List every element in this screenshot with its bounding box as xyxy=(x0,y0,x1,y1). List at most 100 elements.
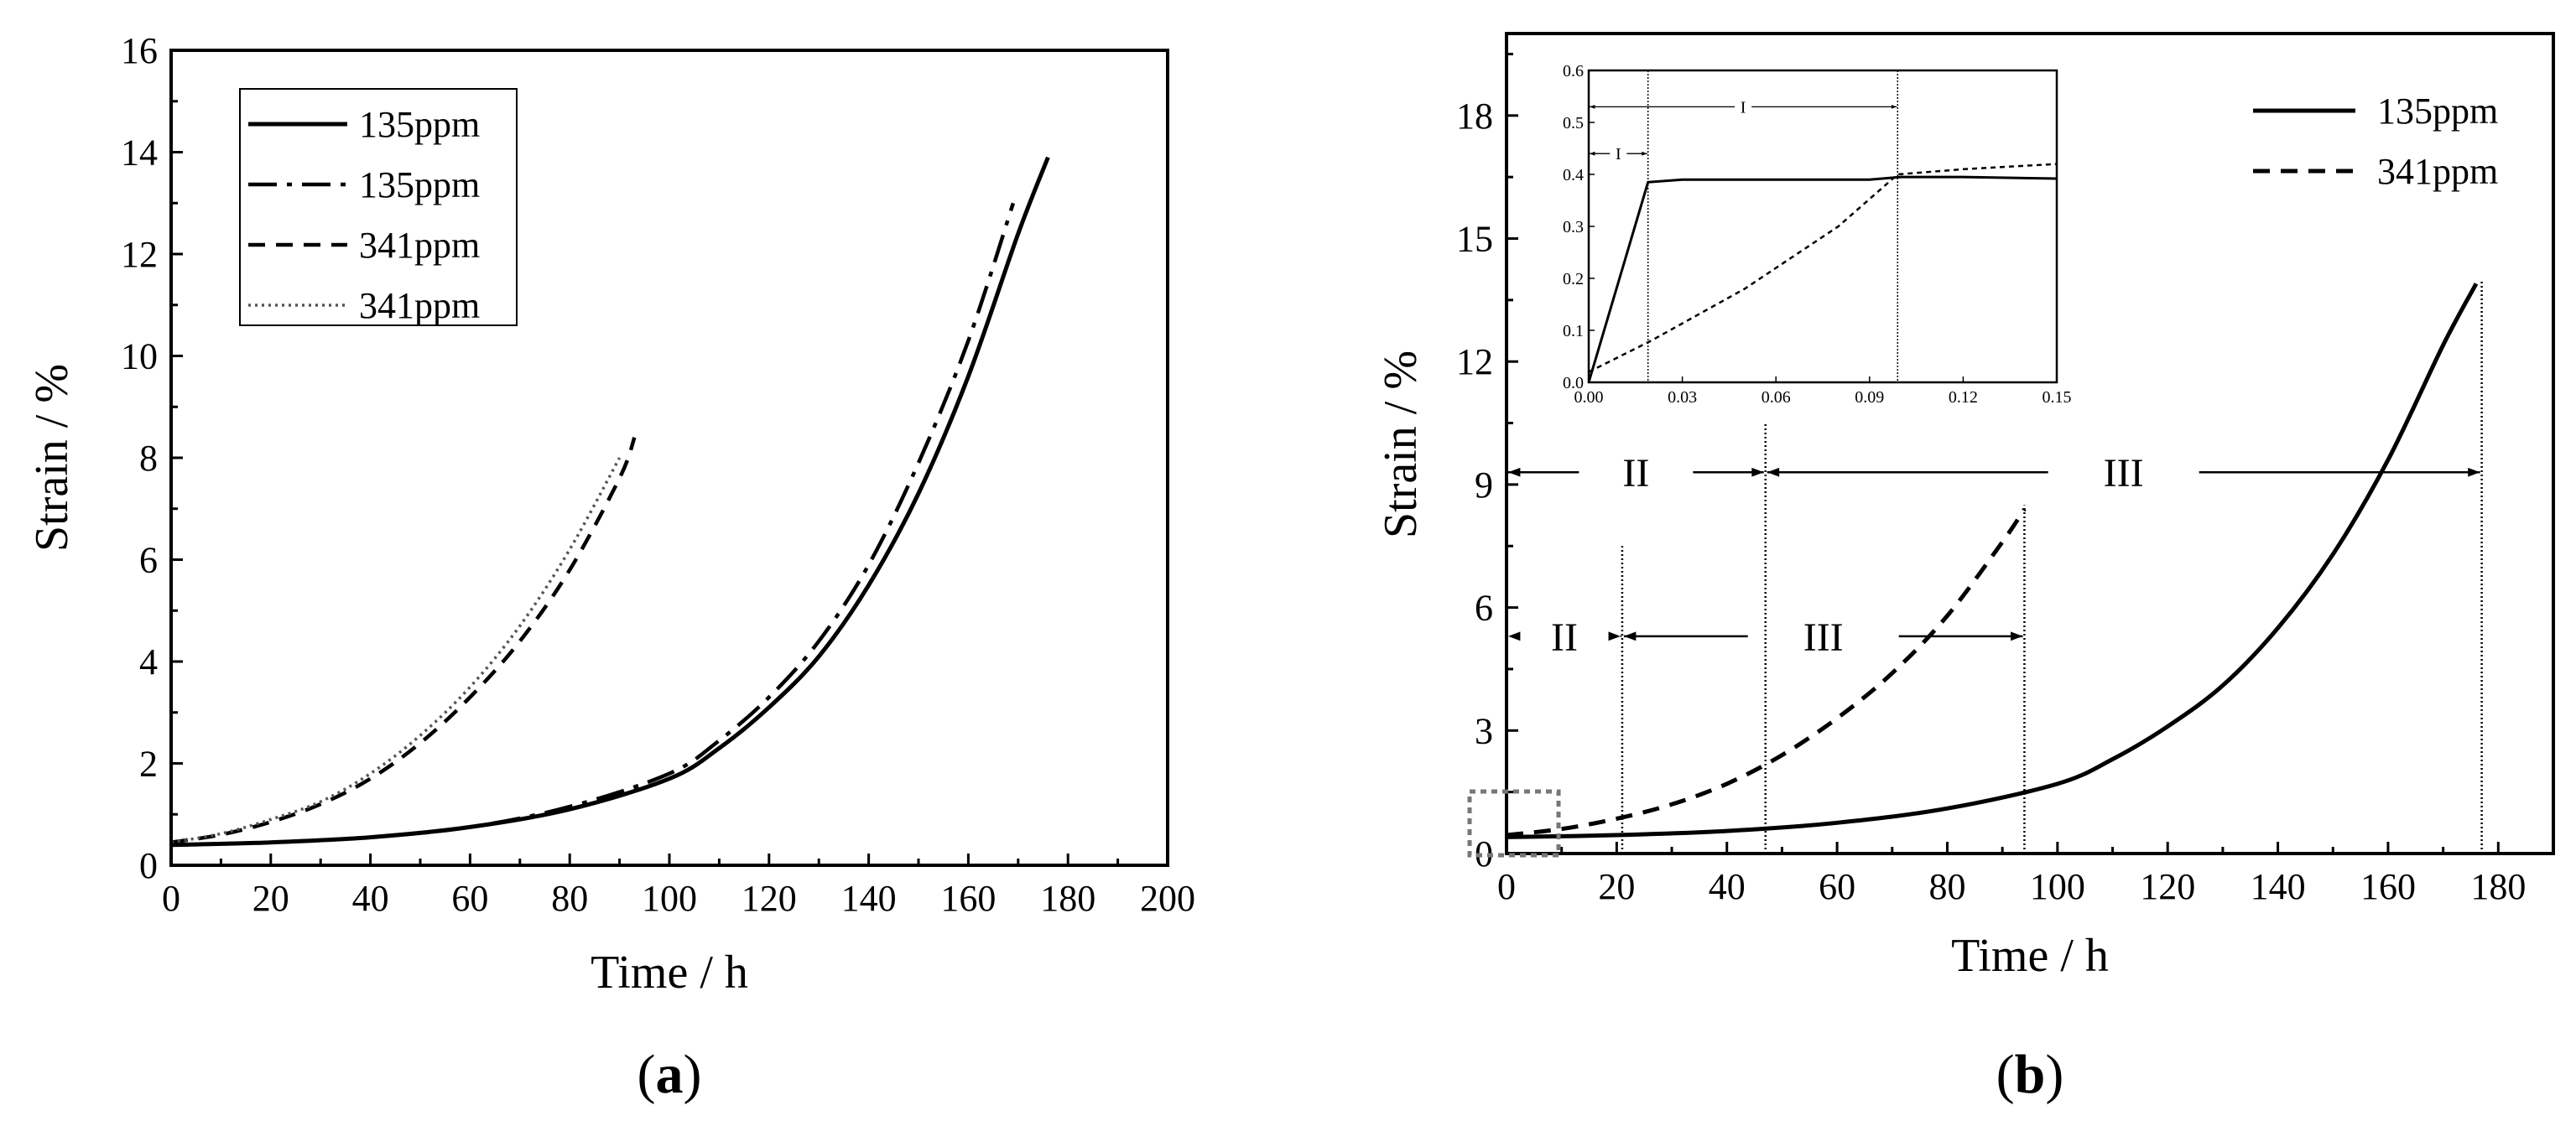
b-region-arrowhead xyxy=(1767,467,1780,477)
b-inset-bg xyxy=(1589,70,2057,382)
b-inset-region-label-0: I xyxy=(1616,145,1621,163)
a-legend-box xyxy=(239,88,518,326)
b-region-arrowhead xyxy=(1508,467,1521,477)
a-x-axis-label: Time / h xyxy=(591,947,748,999)
b-series-line-0 xyxy=(1506,283,2479,839)
a-x-tick-label: 100 xyxy=(642,878,697,919)
a-x-tick-label: 80 xyxy=(551,878,588,919)
b-region-arrowhead xyxy=(2011,631,2023,641)
b-inset-arrowhead xyxy=(1891,105,1897,109)
b-inset-x-tick-label: 0.15 xyxy=(2043,388,2072,407)
b-x-axis-label: Time / h xyxy=(1951,930,2109,982)
b-inset-chart: I I 0.00 0.03 0.06 0.09 0.12 0.15 0.0 0.1 0.2 0.3 0.… xyxy=(1563,62,2072,407)
a-x-tick-label: 180 xyxy=(1040,878,1095,919)
b-y-tick-label: 0 xyxy=(1475,833,1493,874)
b-series-group xyxy=(1506,283,2479,839)
b-region-arrowhead xyxy=(1623,631,1637,641)
a-legend-label-0: 135ppm xyxy=(359,104,480,145)
b-series-line-1 xyxy=(1506,507,2027,838)
b-inset-y-tick-label: 0.1 xyxy=(1563,322,1584,340)
b-inset-y-tick-label: 0.0 xyxy=(1563,374,1584,392)
a-y-tick-label: 4 xyxy=(139,641,158,682)
b-y-tick-label: 15 xyxy=(1456,219,1493,260)
a-x-tick-label: 60 xyxy=(451,878,488,919)
a-series-group xyxy=(170,156,1050,848)
b-x-tick-label: 60 xyxy=(1819,866,1855,907)
b-inset-arrowhead xyxy=(1590,105,1595,109)
b-inset-series-0 xyxy=(1587,175,2058,383)
b-x-tick-label: 80 xyxy=(1928,866,1965,907)
b-inset-series-1 xyxy=(1588,163,2058,373)
b-inset-x-tick-label: 0.09 xyxy=(1855,388,1884,407)
b-region-label-2: II xyxy=(1551,615,1578,660)
a-y-axis-label: Strain / % xyxy=(26,364,78,552)
b-region-label-0: II xyxy=(1622,451,1649,496)
b-x-tick-label: 20 xyxy=(1598,866,1635,907)
a-y-tick-label: 0 xyxy=(139,845,158,886)
b-panel-letter: b xyxy=(2015,1044,2046,1105)
b-inset-y-tick-label: 0.5 xyxy=(1563,114,1584,132)
b-x-tick-label: 100 xyxy=(2030,866,2085,907)
b-legend: 135ppm 341ppm xyxy=(2253,91,2498,192)
b-y-tick-label: 9 xyxy=(1475,464,1493,506)
b-inset-x-tick-label: 0.00 xyxy=(1574,388,1604,407)
b-inset-y-tick-label: 0.2 xyxy=(1563,270,1584,288)
a-y-tick-label: 8 xyxy=(139,438,158,479)
b-panel-label: (b) xyxy=(1996,1044,2064,1105)
b-x-tick-label: 40 xyxy=(1709,866,1746,907)
a-legend-label-2: 341ppm xyxy=(359,225,480,266)
b-region-arrowhead xyxy=(1608,631,1621,641)
b-inset-y-tick-label: 0.3 xyxy=(1563,218,1584,236)
a-legend: 135ppm 135ppm 341ppm 341ppm xyxy=(239,88,518,326)
b-region-label-1: III xyxy=(2104,451,2144,496)
a-panel-letter: a xyxy=(656,1044,684,1105)
a-series-line-2 xyxy=(170,436,637,844)
b-inset-x-tick-label: 0.03 xyxy=(1668,388,1697,407)
b-region-arrowhead xyxy=(1751,467,1764,477)
a-x-tick-label: 20 xyxy=(252,878,289,919)
b-x-tick-label: 120 xyxy=(2140,866,2195,907)
b-inset-y-tick-label: 0.6 xyxy=(1563,62,1584,80)
b-zoom-box xyxy=(1467,789,1561,858)
a-y-tick-label: 14 xyxy=(121,132,158,174)
a-x-tick-label: 140 xyxy=(841,878,897,919)
b-region-label-3: III xyxy=(1803,615,1844,660)
a-x-tick-label: 0 xyxy=(162,878,180,919)
b-plot-frame xyxy=(1505,32,2555,855)
a-x-tick-label: 40 xyxy=(352,878,389,919)
a-x-tick-label: 160 xyxy=(940,878,996,919)
b-inset-y-tick-label: 0.4 xyxy=(1563,166,1584,184)
a-series-line-0 xyxy=(170,156,1050,848)
b-x-tick-label: 180 xyxy=(2470,866,2526,907)
a-panel-label: (a) xyxy=(637,1044,702,1105)
a-y-tick-label: 12 xyxy=(121,234,158,275)
b-region-arrowhead xyxy=(2468,467,2480,477)
a-legend-label-1: 135ppm xyxy=(359,164,480,205)
b-y-tick-label: 3 xyxy=(1475,710,1493,751)
a-series-line-3 xyxy=(170,457,622,844)
b-y-tick-label: 18 xyxy=(1456,96,1493,137)
b-y-tick-label: 6 xyxy=(1475,588,1493,629)
b-y-axis-label: Strain / % xyxy=(1375,350,1427,538)
a-legend-label-3: 341ppm xyxy=(359,285,480,326)
a-y-tick-label: 10 xyxy=(121,336,158,377)
a-y-tick-label: 2 xyxy=(139,744,158,785)
b-legend-label-1: 341ppm xyxy=(2377,151,2498,192)
a-y-tick-label: 6 xyxy=(139,540,158,581)
a-x-tick-label: 120 xyxy=(742,878,797,919)
b-y-tick-label: 12 xyxy=(1456,341,1493,382)
b-x-tick-label: 0 xyxy=(1497,866,1516,907)
chart-a: 0 20 40 60 80 100 120 140 160 180 200 0 2 4 6 8 10 12 14 16… xyxy=(26,30,1195,1105)
b-inset-x-tick-label: 0.06 xyxy=(1762,388,1791,407)
b-region-arrowhead xyxy=(1508,631,1521,641)
b-x-tick-label: 160 xyxy=(2360,866,2416,907)
b-inset-region-label-1: I xyxy=(1741,98,1746,117)
b-inset-arrowhead xyxy=(1642,151,1647,156)
a-y-tick-label: 16 xyxy=(121,30,158,71)
b-inset-x-tick-label: 0.12 xyxy=(1949,388,1978,407)
b-legend-label-0: 135ppm xyxy=(2377,91,2498,132)
a-x-tick-label: 200 xyxy=(1140,878,1195,919)
